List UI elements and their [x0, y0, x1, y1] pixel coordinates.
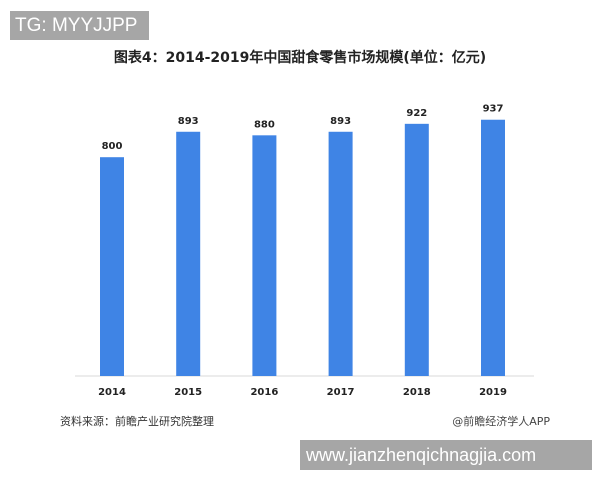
- x-tick-label-2015: 2015: [174, 387, 202, 398]
- data-label-2019: 937: [483, 104, 504, 115]
- watermark-bottom: www.jianzhenqichnagjia.com: [300, 440, 592, 470]
- data-label-2015: 893: [178, 116, 199, 127]
- data-label-2016: 880: [254, 119, 275, 130]
- data-label-2017: 893: [330, 116, 351, 127]
- bar-2014: [100, 157, 124, 376]
- bar-2017: [328, 131, 353, 376]
- bar-2016: [252, 135, 277, 376]
- chart-title: 图表4：2014-2019年中国甜食零售市场规模(单位：亿元): [113, 50, 487, 66]
- data-label-2018: 922: [406, 108, 427, 119]
- watermark-top: TG: MYYJJPP: [10, 11, 149, 40]
- x-tick-label-2019: 2019: [479, 387, 507, 398]
- x-tick-label-2018: 2018: [403, 387, 431, 398]
- publisher-credit: @前瞻经济学人APP: [452, 415, 550, 428]
- data-label-2014: 800: [102, 141, 123, 152]
- bar-2019: [481, 119, 505, 376]
- x-tick-label-2017: 2017: [327, 387, 355, 398]
- x-tick-label-2014: 2014: [98, 387, 126, 398]
- source-note: 资料来源：前瞻产业研究院整理: [60, 415, 214, 428]
- bar-2018: [404, 123, 429, 376]
- x-tick-label-2016: 2016: [250, 387, 278, 398]
- bar-2015: [176, 131, 201, 376]
